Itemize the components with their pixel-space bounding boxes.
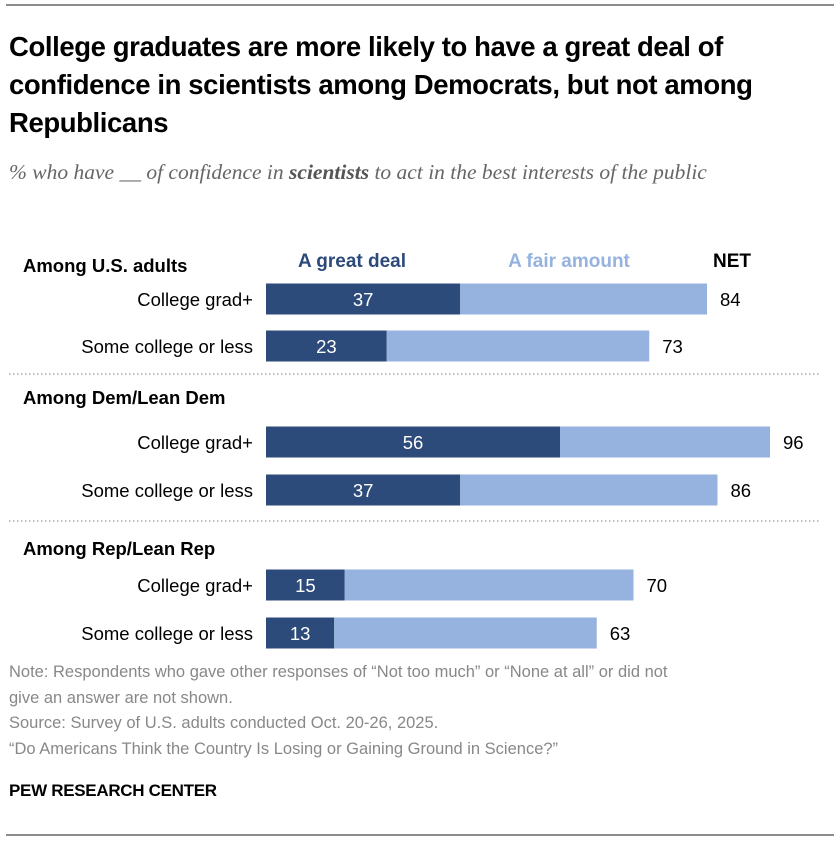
net-value-label: 84 — [720, 289, 741, 310]
row-category-label: Some college or less — [81, 336, 253, 357]
chart-notes: Note: Respondents who gave other respons… — [9, 660, 829, 762]
bar-great-deal — [266, 569, 345, 601]
great-deal-value-label: 13 — [290, 623, 311, 644]
bar-fair-amount — [344, 569, 634, 601]
bar-fair-amount — [386, 330, 650, 362]
bar-great-deal — [266, 617, 335, 649]
legend-great-deal: A great deal — [298, 251, 406, 272]
bar-fair-amount — [460, 283, 707, 315]
row-category-label: College grad+ — [137, 289, 253, 310]
subtitle-pre: % who have __ of confidence in — [9, 160, 290, 184]
row-category-label: Some college or less — [81, 623, 253, 644]
legend-fair-amount: A fair amount — [508, 251, 630, 272]
great-deal-value-label: 23 — [316, 336, 337, 357]
great-deal-value-label: 56 — [403, 432, 424, 453]
bar-great-deal — [266, 330, 387, 362]
net-value-label: 63 — [610, 623, 631, 644]
chart-subtitle: % who have __ of confidence in scientist… — [9, 156, 829, 188]
note-line-2: give an answer are not shown. — [9, 688, 233, 707]
net-value-label: 73 — [662, 336, 683, 357]
legend-net: NET — [713, 251, 751, 272]
group-label: Among Dem/Lean Dem — [23, 387, 226, 408]
bar-great-deal — [266, 283, 461, 315]
net-value-label: 96 — [783, 432, 804, 453]
great-deal-value-label: 15 — [295, 575, 316, 596]
group-label: Among Rep/Lean Rep — [23, 538, 215, 559]
source-line: Source: Survey of U.S. adults conducted … — [9, 714, 439, 732]
great-deal-value-label: 37 — [353, 480, 374, 501]
bar-great-deal — [266, 426, 560, 458]
chart-title: College graduates are more likely to hav… — [9, 31, 753, 138]
brand-logo-text: PEW RESEARCH CENTER — [9, 781, 217, 800]
bar-fair-amount — [560, 426, 770, 458]
row-category-label: College grad+ — [137, 575, 253, 596]
bar-fair-amount — [334, 617, 597, 649]
net-value-label: 70 — [647, 575, 668, 596]
bar-fair-amount — [460, 474, 718, 506]
bottom-rule — [6, 834, 834, 836]
stacked-bar-chart: A great deal A fair amount NET Among U.S. a… — [9, 251, 820, 649]
row-category-label: College grad+ — [137, 432, 253, 453]
net-value-label: 86 — [731, 480, 752, 501]
top-rule — [6, 4, 834, 6]
group-label: Among U.S. adults — [23, 255, 187, 276]
report-title-line: “Do Americans Think the Country Is Losin… — [9, 739, 559, 758]
bar-great-deal — [266, 474, 461, 506]
row-category-label: Some college or less — [81, 480, 253, 501]
subtitle-post: to act in the best interests of the publ… — [369, 160, 707, 184]
subtitle-emphasis: scientists — [289, 160, 370, 184]
note-line-1: Note: Respondents who gave other respons… — [9, 663, 668, 681]
great-deal-value-label: 37 — [353, 289, 374, 310]
